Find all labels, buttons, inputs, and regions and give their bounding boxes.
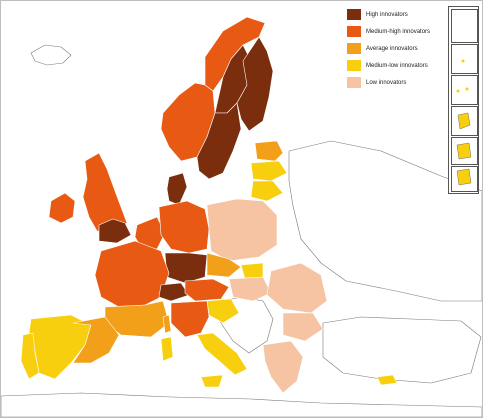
- iceland-land: [30, 44, 72, 66]
- legend-item: High innovators: [347, 6, 443, 23]
- north-africa: [1, 392, 482, 417]
- region-italy-south[interactable]: [196, 332, 248, 376]
- legend-swatch: [347, 60, 361, 71]
- region-corsica[interactable]: [162, 314, 172, 334]
- region-hungary[interactable]: [228, 276, 272, 302]
- legend-item: Average innovators: [347, 40, 443, 57]
- region-cyprus[interactable]: [376, 374, 398, 386]
- legend-label: Medium-low innovators: [366, 62, 428, 69]
- region-france[interactable]: [94, 240, 170, 308]
- region-greece[interactable]: [262, 340, 304, 394]
- inset-island-shape: [456, 142, 472, 160]
- inset-island-dot: [456, 89, 460, 93]
- region-austria[interactable]: [184, 278, 230, 302]
- regions: [20, 16, 398, 394]
- inset-reunion: [451, 137, 478, 165]
- legend-item: Medium-high innovators: [347, 23, 443, 40]
- legend-label: Medium-high innovators: [366, 28, 431, 35]
- region-portugal[interactable]: [20, 332, 40, 380]
- legend-swatch: [347, 9, 361, 20]
- inset-azores: [451, 9, 478, 43]
- region-switzerland[interactable]: [158, 282, 190, 302]
- inset-island-shape: [456, 168, 472, 186]
- region-great-britain[interactable]: [82, 152, 128, 232]
- inset-island-dot: [461, 59, 465, 63]
- region-iberia-east[interactable]: [72, 316, 120, 364]
- region-bulgaria[interactable]: [282, 312, 324, 342]
- region-ireland[interactable]: [48, 192, 76, 224]
- inset-shapes: [456, 59, 472, 186]
- inset-madeira: [451, 44, 478, 74]
- legend-swatch: [347, 77, 361, 88]
- legend-item: Medium-low innovators: [347, 57, 443, 74]
- inset-island-dot: [465, 87, 469, 91]
- region-latvia[interactable]: [250, 160, 288, 182]
- legend-item: Low innovators: [347, 74, 443, 91]
- region-estonia[interactable]: [254, 140, 284, 162]
- region-south-east-england[interactable]: [98, 218, 132, 244]
- russia-belarus-ukraine: [288, 140, 482, 302]
- turkey: [322, 316, 482, 384]
- region-italy-north[interactable]: [170, 300, 210, 338]
- legend-label: Average innovators: [366, 45, 418, 52]
- region-germany[interactable]: [158, 200, 210, 254]
- legend-swatch: [347, 43, 361, 54]
- region-sardinia[interactable]: [160, 336, 174, 362]
- inset-canarias: [451, 75, 478, 105]
- region-poland[interactable]: [206, 198, 278, 262]
- legend-swatch: [347, 26, 361, 37]
- region-sweden-south[interactable]: [196, 102, 242, 180]
- region-romania[interactable]: [266, 262, 328, 314]
- legend-label: Low innovators: [366, 79, 407, 86]
- region-lithuania[interactable]: [250, 180, 284, 202]
- legend-label: High innovators: [366, 11, 408, 18]
- region-slovakia[interactable]: [240, 262, 264, 280]
- region-south-germany[interactable]: [164, 252, 208, 284]
- region-benelux[interactable]: [134, 216, 166, 250]
- region-denmark[interactable]: [166, 172, 188, 206]
- inset-column: [448, 6, 479, 194]
- region-sicily[interactable]: [200, 374, 224, 388]
- inset-island-shape: [457, 112, 471, 130]
- region-finland[interactable]: [236, 36, 274, 132]
- legend: High innovators Medium-high innovators Ave…: [347, 6, 443, 91]
- region-czechia[interactable]: [206, 252, 242, 278]
